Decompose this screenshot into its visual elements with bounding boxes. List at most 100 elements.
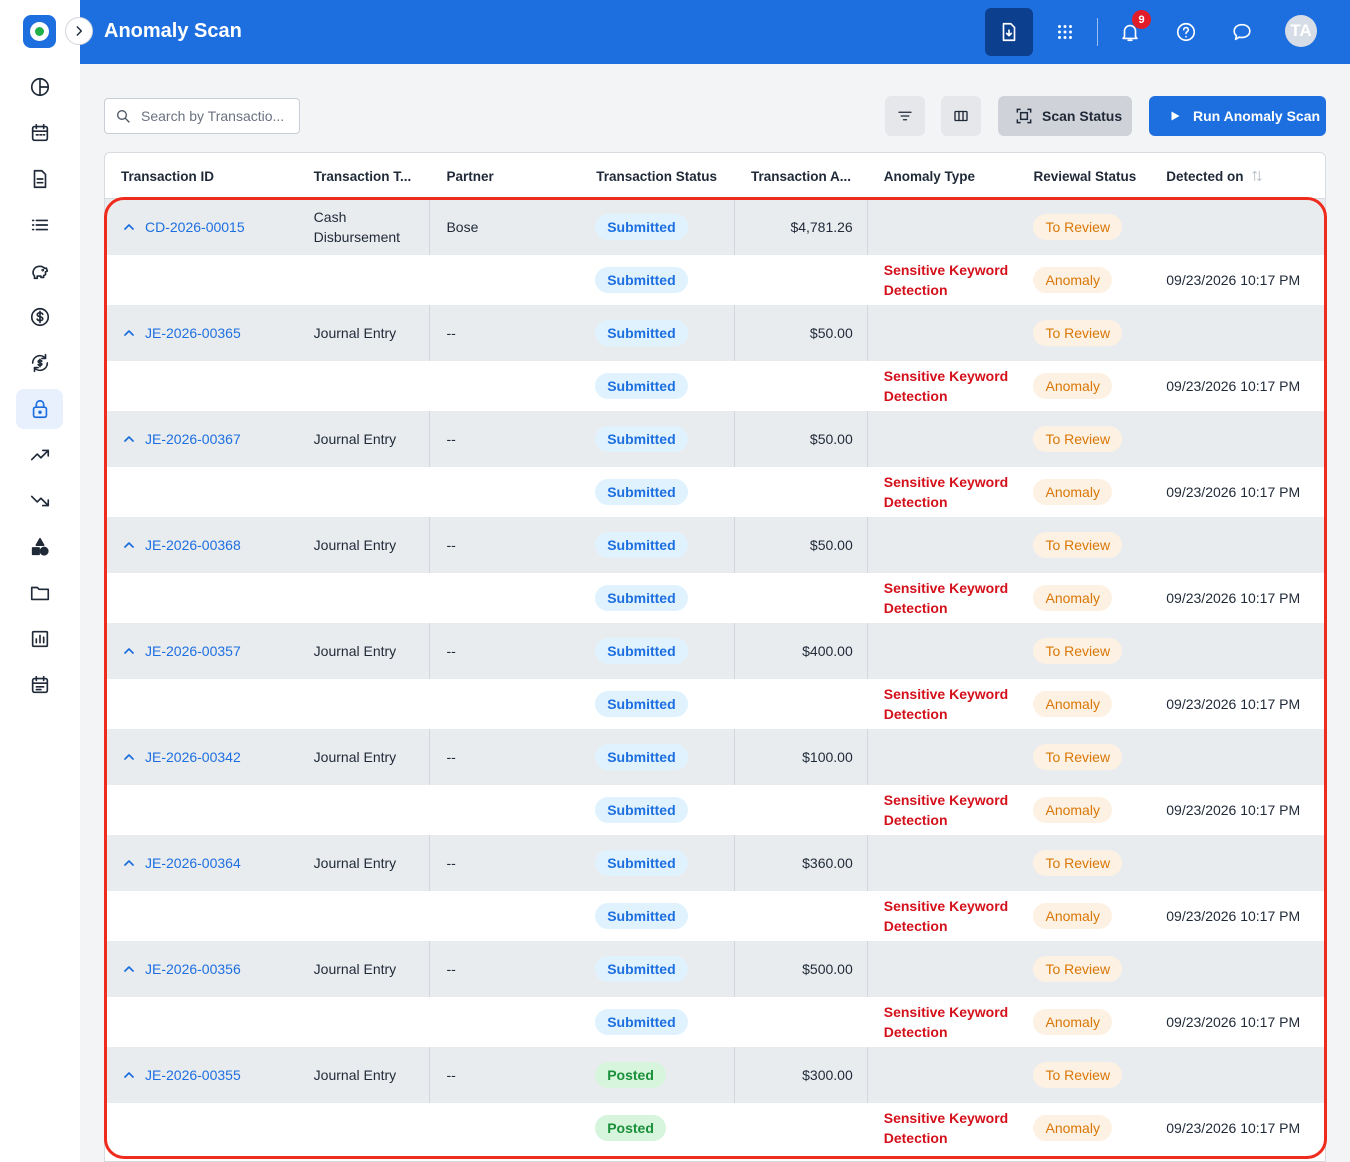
review-status-badge: To Review: [1033, 744, 1123, 770]
column-header-transaction-status[interactable]: Transaction Status: [596, 168, 717, 184]
sidebar-document-icon[interactable]: [16, 159, 63, 199]
chevron-up-icon[interactable]: [121, 855, 137, 871]
sidebar-schedule-icon[interactable]: [16, 665, 63, 705]
table-row-detail[interactable]: Submitted Sensitive Keyword Detection Anom…: [105, 679, 1325, 729]
table-row-detail[interactable]: Submitted Sensitive Keyword Detection Anom…: [105, 573, 1325, 623]
chevron-up-icon[interactable]: [121, 219, 137, 235]
empty-cell: [735, 573, 868, 623]
column-header-anomaly-type[interactable]: Anomaly Type: [883, 168, 976, 184]
notifications-button[interactable]: [1106, 8, 1154, 56]
column-header-partner[interactable]: Partner: [446, 168, 494, 184]
chevron-up-icon[interactable]: [121, 961, 137, 977]
table-row[interactable]: JE-2026-00367 Journal Entry -- Submitted $50…: [105, 411, 1325, 467]
transaction-amount: $4,781.26: [790, 219, 853, 235]
table-row-detail[interactable]: Submitted Sensitive Keyword Detection Anom…: [105, 467, 1325, 517]
table-row-detail[interactable]: Submitted Sensitive Keyword Detection Anom…: [105, 361, 1325, 411]
transaction-id-cell: JE-2026-00368: [105, 517, 298, 573]
sidebar-collapse-button[interactable]: [65, 17, 93, 45]
table-row[interactable]: JE-2026-00355 Journal Entry -- Posted $300.0…: [105, 1047, 1325, 1103]
table-row[interactable]: JE-2026-00342 Journal Entry -- Submitted $10…: [105, 729, 1325, 785]
search-input[interactable]: [141, 108, 291, 124]
sidebar-dashboard-icon[interactable]: [16, 67, 63, 107]
chevron-right-icon: [76, 26, 83, 36]
transaction-type: Journal Entry: [313, 1067, 397, 1083]
sidebar-shapes-icon[interactable]: [16, 527, 63, 567]
chat-button[interactable]: [1218, 8, 1266, 56]
sidebar-currency-exchange-icon[interactable]: [16, 343, 63, 383]
transaction-id-link[interactable]: JE-2026-00355: [145, 1067, 241, 1083]
table-row-detail[interactable]: Submitted Sensitive Keyword Detection Anom…: [105, 997, 1325, 1047]
sidebar-calendar-icon[interactable]: [16, 113, 63, 153]
export-download-button[interactable]: [985, 8, 1033, 56]
transaction-id-link[interactable]: JE-2026-00367: [145, 431, 241, 447]
sidebar-piggy-bank-icon[interactable]: [16, 251, 63, 291]
run-anomaly-scan-button[interactable]: Run Anomaly Scan: [1149, 96, 1326, 136]
column-header-detected-on[interactable]: Detected on: [1150, 153, 1325, 199]
partner-cell: --: [430, 1047, 580, 1103]
filter-button[interactable]: [885, 96, 925, 136]
column-header-reviewal-status[interactable]: Reviewal Status: [1033, 168, 1137, 184]
table-row-detail[interactable]: Submitted Sensitive Keyword Detection Anom…: [105, 891, 1325, 941]
table-row[interactable]: JE-2026-00356 Journal Entry -- Submitted $50…: [105, 941, 1325, 997]
detected-on-timestamp: 09/23/2026 10:17 PM: [1166, 378, 1301, 394]
partner-name: --: [446, 961, 456, 977]
chevron-up-icon[interactable]: [121, 1067, 137, 1083]
empty-cell: [105, 467, 298, 517]
empty-cell: [298, 679, 431, 729]
transaction-id-link[interactable]: JE-2026-00356: [145, 961, 241, 977]
column-header-transaction-amount[interactable]: Transaction A...: [750, 168, 851, 184]
sidebar-trending-down-icon[interactable]: [16, 481, 63, 521]
column-header-transaction-id[interactable]: Transaction ID: [121, 168, 215, 184]
partner-name: --: [446, 431, 456, 447]
transaction-id-link[interactable]: CD-2026-00015: [145, 219, 245, 235]
search-box[interactable]: [104, 98, 300, 134]
table-row-detail[interactable]: Submitted Sensitive Keyword Detection Anom…: [105, 785, 1325, 835]
transaction-id-link[interactable]: JE-2026-00357: [145, 643, 241, 659]
chevron-up-icon[interactable]: [121, 537, 137, 553]
apps-grid-button[interactable]: [1041, 8, 1089, 56]
table-row[interactable]: JE-2026-00357 Journal Entry -- Submitted $40…: [105, 623, 1325, 679]
columns-button[interactable]: [941, 96, 981, 136]
transaction-id-link[interactable]: JE-2026-00364: [145, 855, 241, 871]
transaction-status-cell: Submitted: [580, 199, 735, 255]
reviewal-status-cell: To Review: [1017, 199, 1150, 255]
status-badge: Submitted: [595, 585, 688, 611]
sidebar-trending-up-icon[interactable]: [16, 435, 63, 475]
status-badge: Submitted: [595, 850, 688, 876]
transaction-id-link[interactable]: JE-2026-00365: [145, 325, 241, 341]
table-row[interactable]: JE-2026-00368 Journal Entry -- Submitted $50…: [105, 517, 1325, 573]
sidebar-dollar-icon[interactable]: [16, 297, 63, 337]
sidebar-folder-icon[interactable]: [16, 573, 63, 613]
table-row[interactable]: JE-2026-00364 Journal Entry -- Submitted $36…: [105, 835, 1325, 891]
column-header-transaction-type[interactable]: Transaction T...: [313, 168, 412, 184]
detected-on-cell: [1150, 729, 1325, 785]
review-status-badge: To Review: [1033, 214, 1123, 240]
chevron-up-icon[interactable]: [121, 325, 137, 341]
transaction-type-cell: Journal Entry: [298, 1047, 431, 1103]
play-icon: [1171, 111, 1180, 121]
app-logo[interactable]: [23, 15, 56, 48]
transaction-id-link[interactable]: JE-2026-00368: [145, 537, 241, 553]
chevron-up-icon[interactable]: [121, 431, 137, 447]
transaction-id-link[interactable]: JE-2026-00342: [145, 749, 241, 765]
scan-status-label: Scan Status: [1042, 108, 1123, 124]
sidebar-report-chart-icon[interactable]: [16, 619, 63, 659]
table-row[interactable]: JE-2026-00365 Journal Entry -- Submitted $50…: [105, 305, 1325, 361]
scan-status-button[interactable]: Scan Status: [998, 96, 1132, 136]
partner-name: --: [446, 749, 456, 765]
detected-on-cell: [1150, 411, 1325, 467]
table-row[interactable]: CD-2026-00015 Cash Disbursement Bose Submit…: [105, 199, 1325, 255]
sidebar-list-icon[interactable]: [16, 205, 63, 245]
transaction-amount: $50.00: [809, 325, 853, 341]
scan-frame-icon: [1016, 108, 1032, 124]
chevron-up-icon[interactable]: [121, 749, 137, 765]
sidebar-lock-icon[interactable]: [16, 389, 63, 429]
anomaly-badge: Anomaly: [1033, 373, 1112, 399]
help-button[interactable]: [1162, 8, 1210, 56]
anomaly-type-label: Sensitive Keyword Detection: [883, 580, 1009, 616]
table-row-detail[interactable]: Posted Sensitive Keyword Detection Anomaly…: [105, 1103, 1325, 1153]
table-row-detail[interactable]: Submitted Sensitive Keyword Detection Anom…: [105, 255, 1325, 305]
empty-cell: [430, 679, 580, 729]
user-avatar[interactable]: TA: [1285, 15, 1317, 47]
chevron-up-icon[interactable]: [121, 643, 137, 659]
